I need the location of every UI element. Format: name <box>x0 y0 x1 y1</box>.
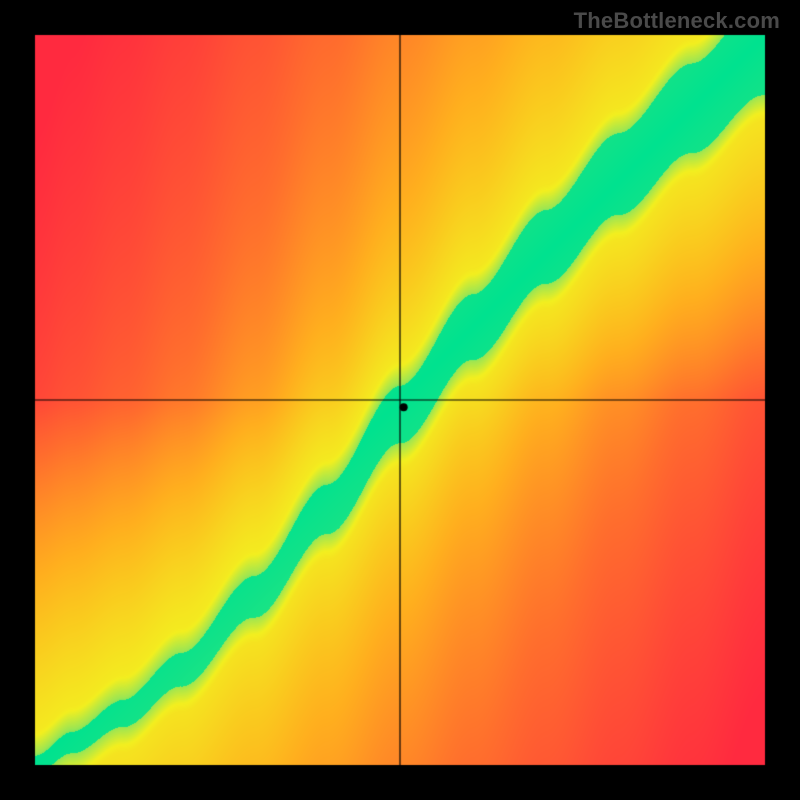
chart-container: TheBottleneck.com <box>0 0 800 800</box>
bottleneck-heatmap <box>0 0 800 800</box>
watermark-text: TheBottleneck.com <box>574 8 780 34</box>
